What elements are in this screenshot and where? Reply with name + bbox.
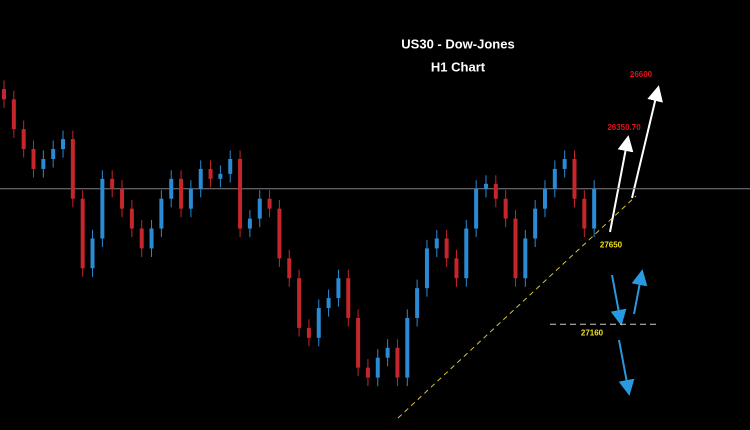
candle-body [2, 89, 6, 100]
candle-body [306, 327, 311, 338]
candle-body [159, 198, 164, 229]
candle-body [238, 158, 243, 229]
candle-body [356, 317, 361, 368]
candle-body [80, 198, 85, 269]
candle-body [70, 139, 75, 199]
candle-body [179, 178, 184, 209]
candle-body [41, 158, 46, 169]
candle-body [346, 278, 351, 318]
candle-body [257, 198, 262, 219]
candle-body [454, 258, 459, 279]
candle-body [513, 218, 518, 279]
candle-body [169, 178, 174, 199]
arrow [631, 269, 648, 315]
candle-body [365, 367, 370, 378]
target-label: 26350.70 [607, 123, 641, 132]
target-label: 26600 [630, 70, 653, 79]
candle-body [503, 198, 508, 219]
arrow [618, 339, 635, 396]
candle-body [287, 258, 292, 279]
level-label: 27650 [600, 240, 623, 249]
chart-title: US30 - Dow-Jones [401, 36, 514, 51]
candle-body [493, 183, 498, 199]
candle-body [523, 238, 528, 279]
candle-body [592, 188, 597, 229]
candle-body [552, 168, 557, 189]
level-label: 27160 [581, 328, 604, 337]
candle-body [542, 188, 547, 209]
candle-body [375, 357, 380, 378]
candle-body [208, 168, 213, 179]
trend-line [397, 195, 637, 419]
candle-body [444, 238, 449, 259]
candle-body [582, 198, 587, 229]
arrow [631, 85, 663, 199]
candle-body [395, 347, 400, 378]
candle-body [31, 149, 36, 169]
candle-body [188, 188, 193, 209]
candle-body [562, 158, 567, 169]
candle-body [483, 183, 488, 189]
candle-body [21, 129, 26, 150]
candle-body [434, 238, 439, 249]
candle-body [149, 228, 154, 249]
candle-body [228, 158, 233, 174]
candle-body [405, 317, 410, 378]
candle-body [11, 99, 16, 130]
arrow [610, 274, 627, 326]
chart-subtitle: H1 Chart [431, 59, 486, 74]
candle-body [110, 178, 115, 189]
candle-body [218, 173, 223, 179]
candle-body [247, 218, 252, 229]
candle-body [474, 188, 479, 229]
candle-body [198, 168, 203, 189]
candle-body [326, 298, 331, 309]
candle-body [533, 208, 538, 239]
candle-body [385, 347, 390, 358]
arrow [609, 135, 634, 233]
candle-body [90, 238, 95, 269]
candle-body [297, 278, 302, 328]
candle-body [120, 188, 125, 209]
candle-body [464, 228, 469, 279]
candle-body [316, 308, 321, 338]
candle-body [277, 208, 282, 259]
candle-body [267, 198, 272, 209]
candle-body [129, 208, 134, 229]
candle-body [51, 149, 56, 159]
candle-body [100, 178, 105, 239]
candle-body [139, 228, 144, 249]
candle-body [61, 139, 66, 150]
candle-body [336, 278, 341, 299]
candle-body [415, 288, 420, 318]
candle-body [424, 248, 429, 289]
candle-body [572, 158, 577, 199]
